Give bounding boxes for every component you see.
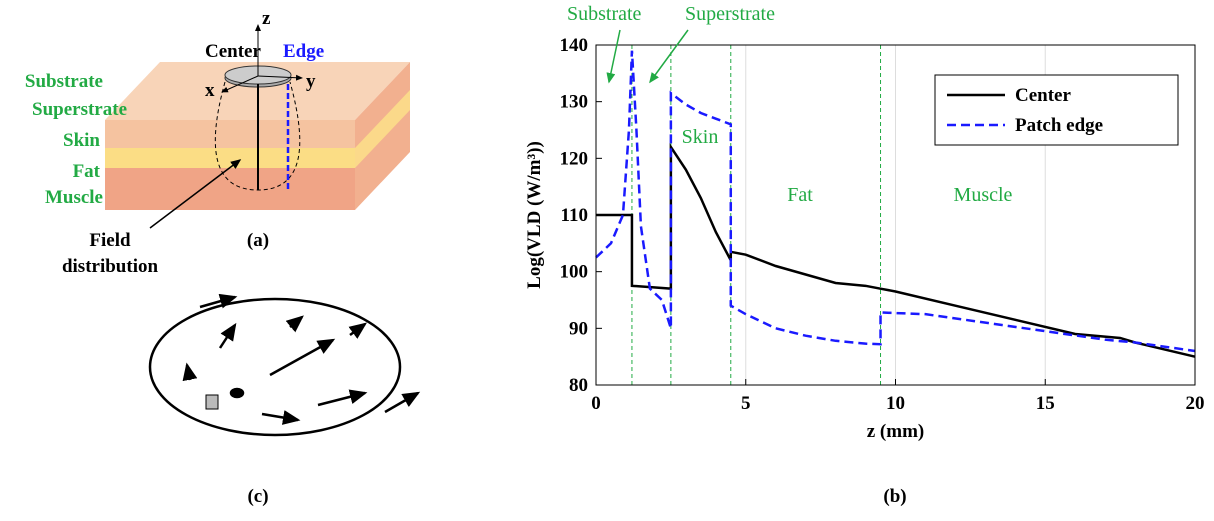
field-arrow xyxy=(218,322,237,349)
x-axis-label: z (mm) xyxy=(867,421,925,442)
annotation: Skin xyxy=(682,126,719,148)
field-arrow xyxy=(182,362,198,382)
layer-label: Fat xyxy=(73,161,101,182)
field-arrow xyxy=(269,338,336,377)
field-label: distribution xyxy=(62,256,159,277)
axis-y: y xyxy=(306,71,316,92)
y-axis xyxy=(257,74,303,81)
panel-a: z y x Center Edge Substrate Superstrate … xyxy=(25,8,410,277)
field-arrow xyxy=(261,410,301,425)
annotation-arrow xyxy=(606,29,621,84)
panel-c: (c) xyxy=(148,293,421,507)
x-axis xyxy=(221,75,259,93)
center-dot xyxy=(229,387,245,399)
legend-label: Center xyxy=(1015,85,1071,106)
layer-label: Muscle xyxy=(45,187,103,208)
legend xyxy=(934,74,1179,146)
annotation: Muscle xyxy=(954,184,1013,206)
layer-label: Substrate xyxy=(25,71,103,92)
axis-x: x xyxy=(205,80,215,101)
field-arrow xyxy=(199,293,238,309)
y-tick-label: 140 xyxy=(560,35,589,56)
panel-label: (b) xyxy=(883,486,906,507)
y-tick-label: 130 xyxy=(560,92,589,113)
legend-label: Patch edge xyxy=(1015,115,1103,136)
y-tick-label: 90 xyxy=(569,318,588,339)
x-tick-label: 10 xyxy=(886,393,905,414)
panel-label: (c) xyxy=(247,486,268,507)
probe xyxy=(205,394,219,410)
axis-z: z xyxy=(262,8,271,29)
chart: 0 5 10 15 20 80 90 100 110 120 130 140 Center Patch e… xyxy=(524,3,1205,507)
field-arrow xyxy=(384,391,421,414)
x-tick-label: 5 xyxy=(741,393,751,414)
front-upper xyxy=(105,120,355,148)
y-tick-label: 110 xyxy=(561,205,588,226)
axes-frame xyxy=(595,44,1196,386)
layer-label: Superstrate xyxy=(32,99,127,120)
annotation: Substrate xyxy=(567,3,642,25)
annotation-arrow xyxy=(649,29,689,84)
y-tick-label: 120 xyxy=(560,148,589,169)
annotation: Fat xyxy=(787,184,813,206)
x-tick-label: 20 xyxy=(1186,393,1205,414)
y-tick-label: 100 xyxy=(560,262,589,283)
x-tick-label: 15 xyxy=(1036,393,1055,414)
side-skin xyxy=(355,90,410,168)
y-tick-label: 80 xyxy=(569,375,588,396)
y-axis-label: Log(VLD (W/m³)) xyxy=(524,141,545,289)
field-arrow xyxy=(317,389,368,407)
skin-layer xyxy=(105,148,355,168)
annotation: Superstrate xyxy=(685,3,775,25)
circle xyxy=(148,297,402,437)
series-line xyxy=(595,50,1196,353)
panel-label: (a) xyxy=(247,230,269,251)
field-arrow xyxy=(149,159,242,229)
layer-label: Skin xyxy=(63,130,100,151)
center-label: Center xyxy=(205,41,261,62)
field-arrow xyxy=(348,322,368,339)
x-tick-label: 0 xyxy=(591,393,601,414)
muscle-layer xyxy=(105,168,355,210)
field-label: Field xyxy=(89,230,131,251)
edge-label: Edge xyxy=(283,41,324,62)
field-arrow xyxy=(285,315,304,333)
